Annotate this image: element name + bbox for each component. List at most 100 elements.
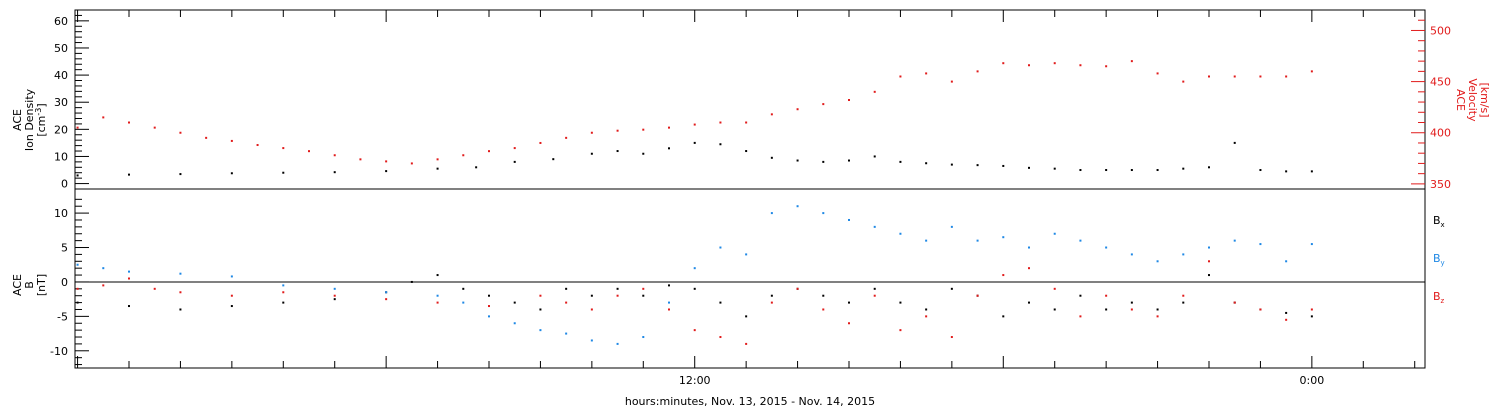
bx-series [76,274,1313,318]
by-series [76,205,1313,345]
velocity-point [616,129,619,132]
bz-point [385,298,388,301]
time-axis: 12:00 0:00 [77,10,1416,387]
velocity-point [899,75,902,78]
bx-point [410,280,413,283]
velocity-point [205,136,208,139]
bz-point [76,287,79,290]
velocity-point [76,126,79,129]
by-point [873,225,876,228]
by-point [668,301,670,304]
velocity-point [1285,75,1288,78]
ion-density-series [76,141,1313,177]
velocity-point [513,147,516,150]
velocity-point [1259,75,1262,78]
legend-by-name: B [1433,252,1441,265]
bx-point [1208,274,1210,277]
by-point [642,336,645,339]
velocity-point [565,136,568,139]
velocity-point [282,147,285,150]
by-point [1002,236,1005,239]
legend-by-sub: y [1441,259,1445,267]
bz-point [436,301,439,304]
plasma-right-axis: 350 400 450 500 [1411,19,1451,191]
velocity-point [1156,72,1159,75]
by-point [539,329,542,332]
density-point [1002,164,1005,167]
density-point [1156,169,1159,172]
bx-point [179,308,182,311]
by-point [1156,260,1159,263]
bz-point [1208,260,1210,263]
velocity-point [950,80,953,83]
density-tick-label: 20 [54,123,68,136]
bz-point [899,329,902,332]
by-point [565,332,568,335]
density-point [616,150,619,153]
velocity-point [873,90,876,93]
bz-point [848,322,850,325]
legend-bx-name: B [1433,214,1441,227]
velocity-point [848,99,850,102]
velocity-point [796,108,799,111]
bz-point [1002,274,1005,277]
bfield-ylabel-line2: B [23,281,36,289]
density-point [899,160,902,163]
bz-point [1053,287,1056,290]
velocity-point [1182,80,1185,83]
bx-point [770,294,773,297]
bz-point [230,294,233,297]
bx-point [668,284,670,287]
by-point [1310,243,1313,246]
velocity-point [693,123,696,126]
bx-point [1105,308,1108,311]
plasma-left-axis: 0 10 20 30 40 50 60 [54,15,89,191]
bfield-tick-label: -10 [50,345,68,358]
by-point [128,270,130,273]
density-point [230,172,233,175]
bz-point [539,294,542,297]
ion-density-unit-exponent: -3 [34,108,43,116]
legend-bz: Bz [1433,290,1445,305]
bx-point [462,287,465,290]
density-point [873,155,876,158]
by-point [436,294,439,297]
legend-bz-name: B [1433,290,1441,303]
bz-point [1259,308,1262,311]
bfield-ylabel-line3: [nT] [35,274,48,296]
by-point [1028,246,1030,249]
bz-point [950,336,953,339]
by-point [1208,246,1210,249]
bz-point [745,342,748,345]
bz-point [873,294,876,297]
bx-point [873,287,876,290]
density-point [282,171,285,174]
velocity-tick-label: 450 [1430,76,1451,89]
bx-point [565,287,568,290]
time-tick-label: 0:00 [1300,374,1325,387]
bz-series [76,260,1313,345]
magnetic-field-panel-frame [74,188,1426,369]
density-tick-label: 10 [54,150,68,163]
ion-density-unit-base: [cm [35,116,48,137]
velocity-point [539,141,542,144]
velocity-point [745,121,748,124]
velocity-tick-label: 350 [1430,178,1451,191]
velocity-point [590,131,593,134]
by-point [1182,253,1185,256]
bx-point [282,301,285,304]
velocity-ylabel-line3: [km/s] [1478,82,1491,117]
velocity-point [333,154,336,157]
velocity-point [1053,62,1056,65]
density-point [1105,169,1108,172]
by-point [1105,246,1108,249]
density-point [822,160,825,163]
bz-point [719,336,722,339]
by-point [462,301,465,304]
velocity-point [925,72,928,75]
bx-point [76,301,79,304]
bx-point [822,294,825,297]
bz-point [179,291,182,294]
velocity-tick-label: 500 [1430,24,1451,37]
bx-point [719,301,722,304]
